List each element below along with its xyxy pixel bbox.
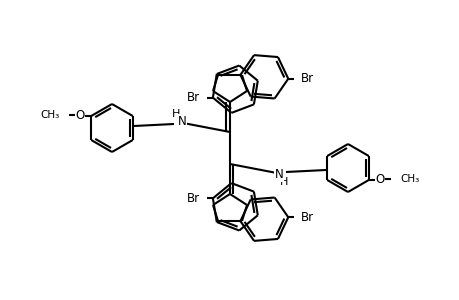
Text: CH₃: CH₃ — [40, 110, 59, 120]
Text: H: H — [279, 177, 287, 187]
Text: Br: Br — [300, 72, 313, 85]
Text: Br: Br — [187, 91, 200, 104]
Text: Br: Br — [300, 211, 313, 224]
Text: N: N — [177, 115, 186, 128]
Text: Br: Br — [187, 192, 200, 205]
Text: O: O — [75, 109, 84, 122]
Text: CH₃: CH₃ — [400, 174, 419, 184]
Text: O: O — [375, 172, 384, 185]
Text: N: N — [274, 169, 283, 182]
Text: H: H — [172, 109, 180, 119]
